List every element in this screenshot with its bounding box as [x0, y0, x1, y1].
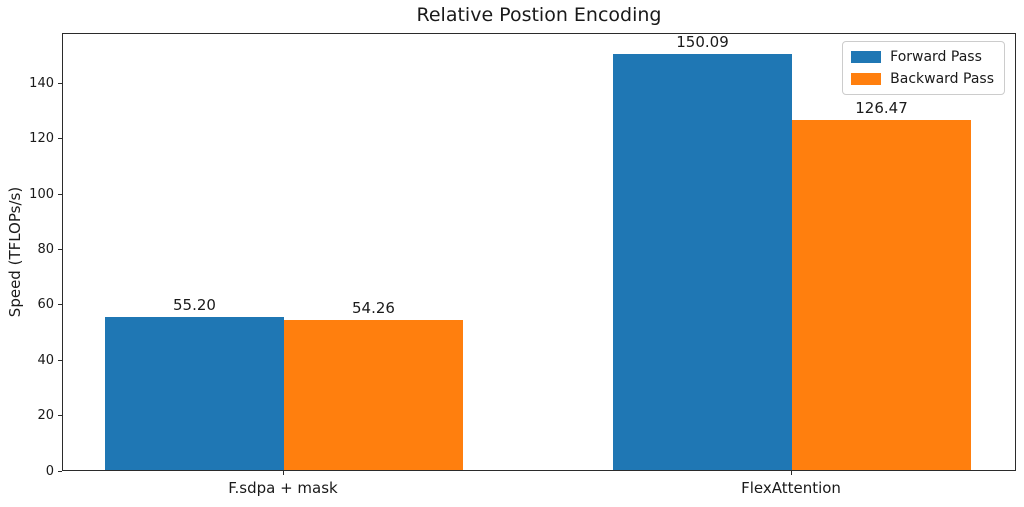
y-tick-mark [58, 359, 62, 361]
x-category-label: FlexAttention [741, 479, 841, 497]
legend: Forward Pass Backward Pass [842, 41, 1005, 95]
y-tick-mark [58, 249, 62, 250]
bar-backward-pass-0 [284, 319, 463, 470]
legend-label: Forward Pass [890, 49, 982, 65]
legend-entry: Forward Pass [851, 49, 994, 65]
y-tick-mark [58, 193, 62, 195]
y-tick-label: 80 [37, 242, 54, 257]
y-tick-label: 120 [29, 131, 54, 147]
y-tick-label: 140 [29, 75, 54, 91]
bar-forward-pass-1 [613, 54, 792, 470]
y-tick-label: 40 [37, 352, 54, 368]
y-tick-mark [58, 415, 62, 417]
bar-value-label: 126.47 [855, 98, 908, 117]
y-tick-mark [58, 82, 62, 84]
y-tick-label: 100 [29, 186, 54, 202]
y-tick-label: 0 [45, 463, 54, 479]
x-tick-mark [282, 471, 284, 475]
y-tick-mark [58, 304, 62, 306]
bar-forward-pass-0 [105, 317, 284, 470]
legend-swatch-backward-pass [851, 73, 882, 85]
y-tick-mark [58, 470, 62, 472]
y-tick-label: 20 [37, 408, 54, 424]
legend-swatch-forward-pass [851, 51, 882, 63]
legend-label: Backward Pass [890, 71, 994, 87]
x-category-label: F.sdpa + mask [228, 479, 338, 497]
bar-value-label: 150.09 [676, 33, 729, 52]
y-tick-label: 60 [37, 297, 54, 313]
legend-entry: Backward Pass [851, 71, 994, 87]
x-tick-mark [790, 471, 792, 475]
y-tick-mark [58, 138, 62, 140]
plot-area: 55.20 150.09 54.26 126.47 Forward Pass Backw… [62, 33, 1016, 471]
chart-title: Relative Postion Encoding [416, 4, 662, 26]
bar-backward-pass-1 [792, 119, 971, 470]
bar-value-label: 55.20 [173, 296, 216, 315]
bar-value-label: 54.26 [352, 298, 395, 317]
